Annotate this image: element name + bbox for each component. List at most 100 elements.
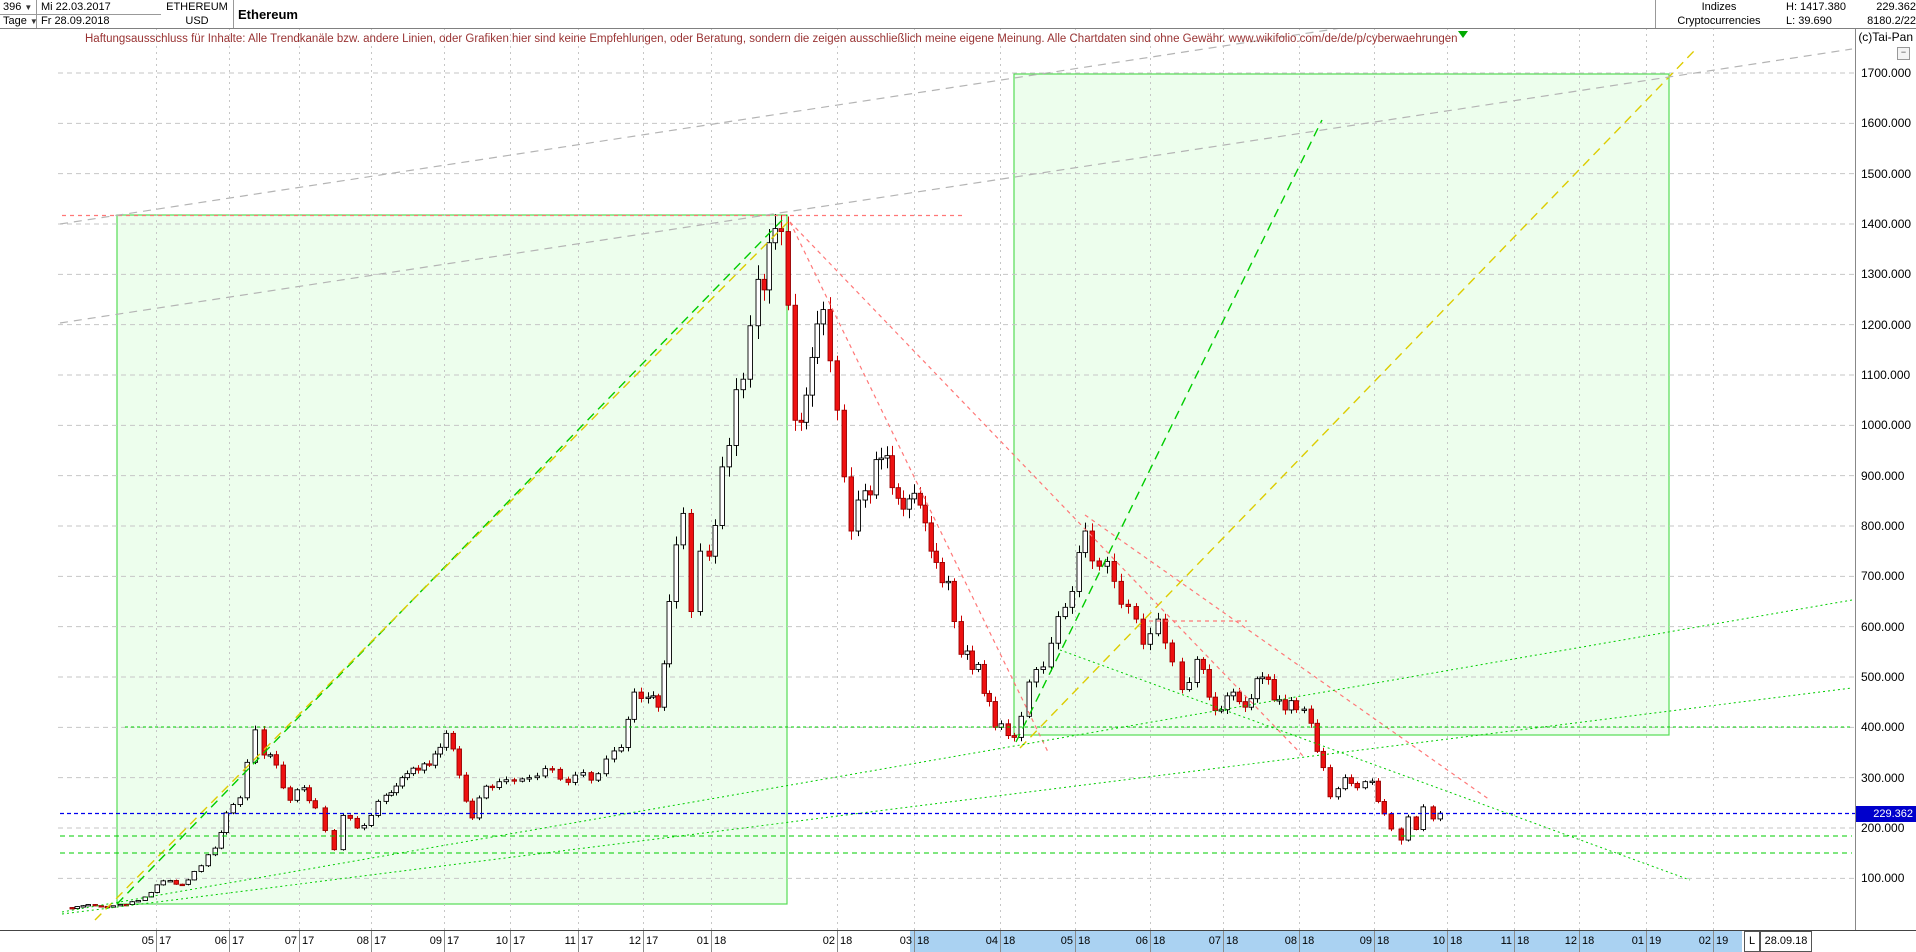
- candle-down: [1206, 669, 1212, 698]
- period-value: Tage: [3, 14, 27, 27]
- candle-up: [205, 854, 211, 867]
- month-tick-label: 07: [284, 935, 297, 947]
- candle-down: [261, 729, 267, 756]
- red-fan-1-line: [789, 221, 1049, 753]
- year-tick-label: 18: [1003, 935, 1016, 947]
- candle-up: [1342, 777, 1348, 790]
- candle-down: [1413, 816, 1419, 830]
- year-tick-label: 18: [1226, 935, 1239, 947]
- price-tick-label: 800.000: [1861, 518, 1905, 533]
- price-tick-label: 600.000: [1861, 619, 1905, 634]
- month-tick: [299, 931, 300, 952]
- candle-up: [603, 758, 609, 775]
- price-tick-label: 1300.000: [1861, 267, 1912, 282]
- candle-up: [526, 777, 532, 780]
- candle-up: [218, 832, 224, 849]
- candle-down: [1096, 560, 1102, 567]
- price-tick-label: 1100.000: [1861, 367, 1911, 382]
- high-value: H: 1417.380: [1786, 0, 1846, 13]
- candle-up: [650, 695, 656, 698]
- candle-up: [625, 718, 631, 748]
- candle-up: [1224, 695, 1230, 711]
- candle-up: [1230, 691, 1236, 697]
- candle-down: [1162, 618, 1168, 644]
- month-tick-label: 10: [1432, 935, 1445, 947]
- candle-up: [375, 800, 381, 816]
- candle-down: [426, 763, 432, 766]
- candle-up: [680, 512, 686, 546]
- candle-down: [1242, 701, 1248, 708]
- gray-channel-upper-line: [59, 27, 1342, 225]
- month-tick-label: 01: [696, 935, 709, 947]
- last-label-box: L: [1744, 931, 1760, 952]
- candle-up: [1033, 669, 1039, 683]
- axis-highlight-band[interactable]: [910, 931, 1742, 952]
- last-price-cell: 229.362 8180.2/22: [1862, 0, 1916, 28]
- candle-up: [85, 904, 91, 907]
- month-tick: [1514, 931, 1515, 952]
- candle-down: [928, 522, 934, 552]
- candle-up: [820, 309, 826, 325]
- candle-up: [1026, 681, 1032, 717]
- candle-down: [986, 692, 992, 702]
- candle-up: [237, 797, 243, 806]
- candle-up: [167, 880, 173, 883]
- candle-down: [1354, 782, 1360, 789]
- candle-up: [1048, 642, 1054, 668]
- candle-up: [572, 774, 578, 783]
- month-tick: [711, 931, 712, 952]
- candle-down: [1348, 777, 1354, 784]
- candle-up: [542, 768, 548, 777]
- candle-down: [917, 492, 923, 506]
- month-tick: [156, 931, 157, 952]
- year-tick-label: 17: [646, 935, 659, 947]
- month-tick: [643, 931, 644, 952]
- candle-down: [179, 883, 185, 887]
- candle-up: [1186, 682, 1192, 691]
- candle-up: [368, 814, 374, 826]
- candle-up: [964, 650, 970, 655]
- price-tick-label: 300.000: [1861, 770, 1905, 785]
- candle-down: [688, 512, 694, 613]
- projection-box-2018-box: [1013, 73, 1670, 736]
- header-row-divider: [0, 14, 161, 15]
- minimize-icon: −: [1900, 47, 1907, 57]
- candle-down: [469, 800, 475, 819]
- candle-down: [889, 455, 895, 489]
- candle-up: [361, 824, 367, 829]
- symbol-cell: ETHEREUM USD: [161, 0, 234, 28]
- red-descending-may-line: [1084, 514, 1491, 801]
- candle-down: [489, 785, 495, 789]
- candle-up: [404, 773, 410, 779]
- candle-up: [301, 787, 307, 791]
- bars-count-select[interactable]: 396 ▼: [0, 0, 36, 14]
- month-tick-label: 08: [356, 935, 369, 947]
- chart-plot[interactable]: [0, 0, 1916, 930]
- candle-up: [185, 879, 191, 885]
- candle-down: [992, 701, 998, 728]
- month-tick-label: 02: [822, 935, 835, 947]
- candle-down: [1282, 699, 1288, 711]
- minimize-button[interactable]: −: [1897, 47, 1910, 60]
- disclaimer-text: Haftungsausschluss für Inhalte: Alle Tre…: [85, 33, 1458, 45]
- candle-up: [1040, 666, 1046, 671]
- candle-up: [476, 797, 482, 819]
- year-tick-label: 17: [447, 935, 460, 947]
- month-tick: [837, 931, 838, 952]
- candle-down: [287, 787, 293, 801]
- candle-down: [1011, 735, 1017, 738]
- bars-count-value: 396: [3, 0, 22, 13]
- candle-up: [803, 394, 809, 423]
- candle-down: [1212, 696, 1218, 712]
- secondary-value: 8180.2/22: [1867, 14, 1916, 27]
- year-tick-label: 18: [714, 935, 727, 947]
- month-tick-label: 05: [1060, 935, 1073, 947]
- month-tick-label: 03: [899, 935, 912, 947]
- candle-down: [557, 768, 563, 780]
- period-select[interactable]: Tage ▼: [0, 14, 38, 28]
- month-tick: [1579, 931, 1580, 952]
- candle-up: [855, 499, 861, 532]
- candle-down: [347, 814, 353, 819]
- green-descending-line: [1059, 649, 1691, 881]
- year-tick-label: 18: [1153, 935, 1166, 947]
